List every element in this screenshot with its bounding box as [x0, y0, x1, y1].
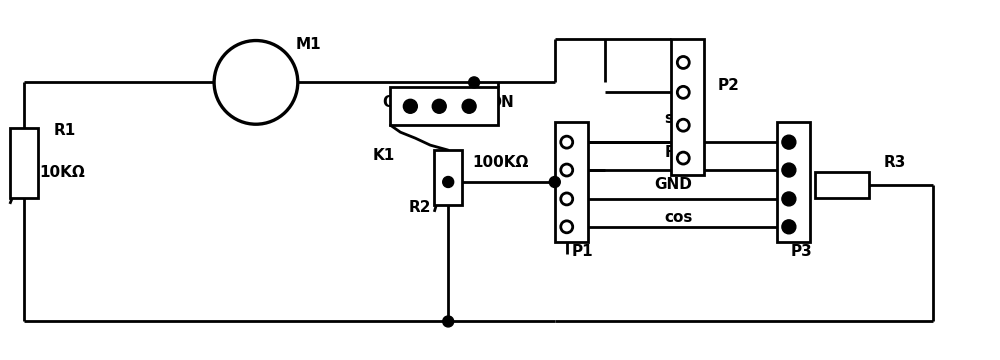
Text: FB: FB: [664, 145, 686, 159]
Text: R1: R1: [54, 123, 76, 138]
Bar: [390, 87, 498, 125]
Text: ON: ON: [488, 95, 514, 110]
Bar: [555, 122, 588, 242]
Text: 100KΩ: 100KΩ: [472, 154, 528, 170]
Text: cos: cos: [664, 210, 693, 225]
Bar: [671, 39, 704, 175]
Circle shape: [561, 136, 573, 148]
Text: R2: R2: [408, 201, 431, 215]
Bar: [10, 128, 38, 198]
Circle shape: [677, 119, 689, 131]
Circle shape: [677, 86, 689, 98]
Text: sin: sin: [664, 111, 689, 126]
Circle shape: [561, 193, 573, 205]
Text: 10KΩ: 10KΩ: [40, 165, 86, 180]
Circle shape: [469, 77, 480, 88]
Text: R3: R3: [884, 154, 906, 170]
Circle shape: [443, 316, 454, 327]
Circle shape: [782, 135, 796, 149]
Circle shape: [561, 164, 573, 176]
Circle shape: [403, 99, 417, 113]
Bar: [434, 150, 462, 205]
Circle shape: [782, 163, 796, 177]
Circle shape: [549, 176, 560, 188]
Circle shape: [443, 176, 454, 188]
Text: GND: GND: [654, 177, 692, 193]
Circle shape: [432, 99, 446, 113]
Bar: [777, 122, 810, 242]
Circle shape: [782, 192, 796, 206]
Text: M1: M1: [296, 37, 321, 53]
Circle shape: [677, 57, 689, 68]
Circle shape: [677, 152, 689, 164]
Circle shape: [561, 221, 573, 233]
Bar: [815, 172, 869, 198]
Text: P2: P2: [717, 78, 739, 93]
Circle shape: [462, 99, 476, 113]
Text: K1: K1: [372, 148, 395, 163]
Circle shape: [782, 220, 796, 234]
Text: P1: P1: [572, 244, 593, 259]
Text: OFF: OFF: [382, 95, 416, 110]
Text: P3: P3: [791, 244, 813, 259]
Circle shape: [214, 41, 298, 124]
